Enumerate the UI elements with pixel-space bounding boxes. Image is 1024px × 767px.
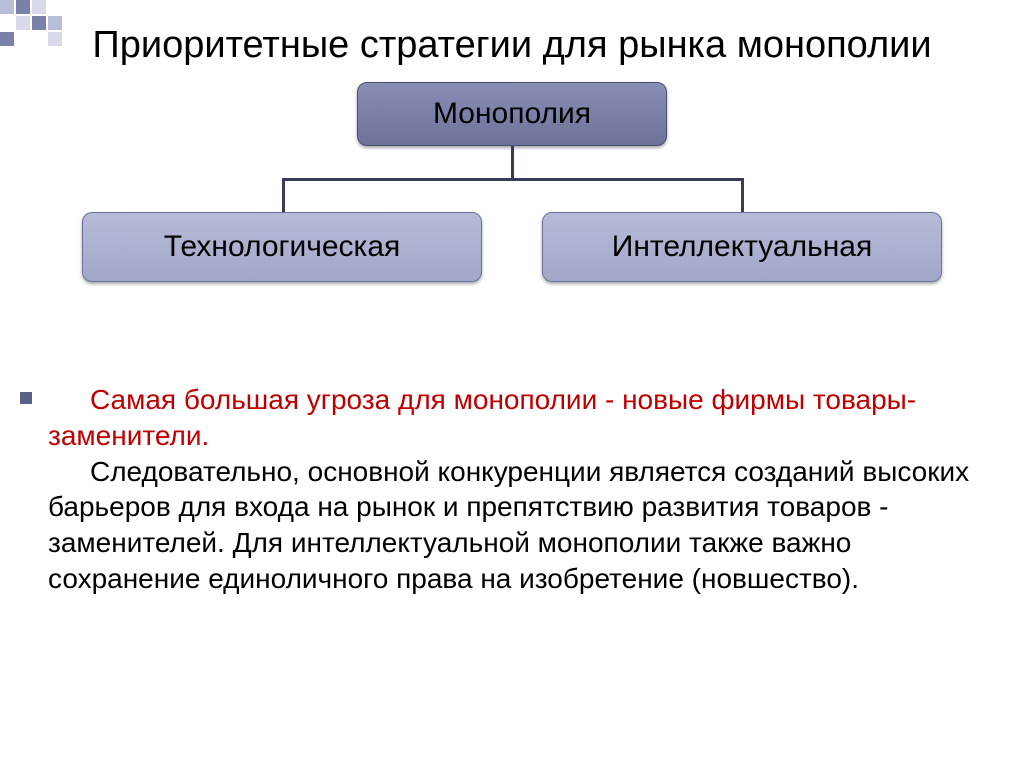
node-child-1: Интеллектуальная <box>542 212 942 282</box>
decor-square <box>16 16 30 30</box>
connector <box>282 178 285 212</box>
connector <box>282 178 744 181</box>
paragraph-1: Самая большая угроза для монополии - нов… <box>48 382 984 454</box>
decor-square <box>48 16 62 30</box>
decor-square <box>32 16 46 30</box>
bullet-icon <box>18 390 34 406</box>
connector <box>741 178 744 212</box>
body-text: Самая большая угроза для монополии - нов… <box>48 382 984 597</box>
slide-title: Приоритетные стратегии для рынка монопол… <box>0 0 1024 70</box>
corner-decoration <box>0 0 80 50</box>
connector <box>511 146 514 180</box>
decor-square <box>16 0 30 14</box>
bullet-square <box>20 392 32 404</box>
paragraph-2: Следовательно, основной конкуренции явля… <box>48 454 984 597</box>
node-root: Монополия <box>357 82 667 146</box>
decor-square <box>32 0 46 14</box>
decor-square <box>48 32 62 46</box>
node-child-0: Технологическая <box>82 212 482 282</box>
hierarchy-diagram: Монополия Технологическая Интеллектуальная <box>82 82 942 302</box>
decor-square <box>0 0 14 14</box>
decor-square <box>0 32 14 46</box>
